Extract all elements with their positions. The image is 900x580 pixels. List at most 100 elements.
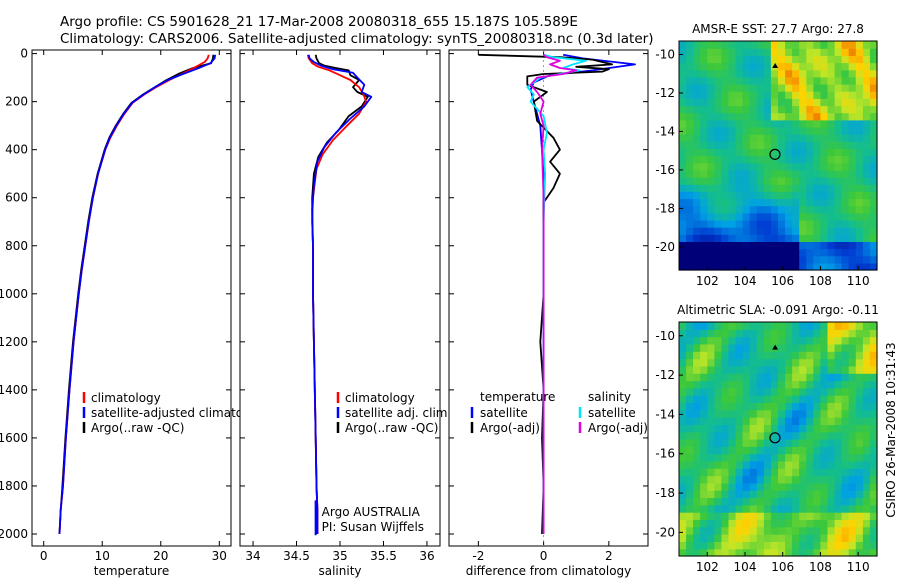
heatmap-cell — [792, 148, 800, 157]
heatmap-cell — [686, 76, 694, 85]
heatmap-cell — [763, 365, 772, 374]
heatmap-cell — [834, 241, 843, 250]
heatmap-cell — [742, 112, 751, 121]
heatmap-cell — [721, 184, 730, 192]
heatmap-cell — [728, 402, 737, 411]
heatmap-cell — [763, 395, 772, 403]
heatmap-cell — [763, 177, 772, 185]
heatmap-cell — [749, 343, 758, 352]
heatmap-cell — [834, 504, 843, 513]
heatmap-cell — [700, 424, 708, 433]
heatmap-cell — [799, 358, 807, 367]
heatmap-cell — [813, 184, 822, 192]
heatmap-cell — [693, 198, 701, 207]
heatmap-cell — [742, 402, 751, 411]
heatmap-cell — [813, 402, 822, 411]
heatmap-cell — [742, 105, 751, 114]
heatmap-cell — [778, 548, 786, 557]
heatmap-cell — [742, 41, 751, 49]
heatmap-cell — [742, 69, 751, 78]
heatmap-cell — [820, 424, 829, 433]
heatmap-cell — [686, 424, 694, 433]
heatmap-cell — [778, 41, 786, 49]
heatmap-cell — [869, 490, 878, 499]
heatmap-cell — [693, 234, 701, 242]
heatmap-cell — [792, 134, 800, 142]
heatmap-cell — [735, 155, 744, 164]
heatmap-cell — [742, 191, 751, 200]
heatmap-cell — [820, 365, 829, 374]
depth-tick-label: 1600 — [0, 431, 28, 445]
heatmap-cell — [848, 395, 857, 403]
heatmap-cell — [792, 83, 800, 92]
heatmap-cell — [820, 351, 829, 360]
heatmap-cell — [749, 141, 758, 149]
heatmap-cell — [785, 380, 793, 389]
heatmap-cell — [679, 112, 687, 121]
heatmap-cell — [721, 424, 730, 433]
heatmap-cell — [813, 177, 822, 185]
heatmap-cell — [756, 475, 765, 484]
heatmap-cell — [735, 62, 744, 71]
heatmap-cell — [742, 198, 751, 207]
heatmap-cell — [714, 548, 723, 557]
heatmap-cell — [862, 248, 871, 257]
heatmap-cell — [841, 497, 850, 506]
heatmap-cell — [813, 541, 822, 550]
heatmap-cell — [778, 227, 786, 235]
heatmap-cell — [792, 409, 800, 418]
heatmap-cell — [749, 41, 758, 49]
heatmap-cell — [820, 241, 829, 250]
heatmap-cell — [728, 141, 737, 149]
heatmap-cell — [841, 526, 850, 535]
heatmap-cell — [686, 358, 694, 367]
heatmap-cell — [679, 119, 687, 128]
heatmap-cell — [834, 402, 843, 411]
heatmap-cell — [806, 177, 814, 185]
heatmap-cell — [785, 169, 793, 178]
heatmap-cell — [700, 504, 708, 513]
heatmap-cell — [799, 155, 807, 164]
heatmap-cell — [862, 417, 871, 425]
heatmap-cell — [700, 112, 708, 121]
heatmap-cell — [707, 248, 715, 257]
heatmap-cell — [742, 134, 751, 142]
heatmap-cell — [862, 177, 871, 185]
heatmap-cell — [714, 212, 723, 221]
salinity-series-line — [307, 54, 373, 534]
heatmap-cell — [813, 424, 822, 433]
heatmap-cell — [778, 490, 786, 499]
heatmap-cell — [785, 83, 793, 92]
heatmap-cell — [728, 83, 737, 92]
heatmap-cell — [862, 446, 871, 455]
heatmap-cell — [785, 365, 793, 374]
heatmap-cell — [735, 351, 744, 360]
heatmap-cell — [693, 475, 701, 484]
heatmap-cell — [806, 365, 814, 374]
heatmap-cell — [707, 541, 715, 550]
heatmap-cell — [820, 83, 829, 92]
heatmap-cell — [721, 373, 730, 382]
heatmap-cell — [841, 198, 850, 207]
heatmap-cell — [686, 519, 694, 528]
heatmap-cell — [693, 541, 701, 550]
heatmap-cell — [770, 358, 779, 367]
heatmap-cell — [841, 184, 850, 192]
heatmap-cell — [806, 69, 814, 78]
heatmap-cell — [686, 119, 694, 128]
heatmap-cell — [813, 205, 822, 214]
heatmap-cell — [834, 460, 843, 469]
heatmap-cell — [855, 424, 864, 433]
heatmap-cell — [820, 234, 829, 242]
heatmap-cell — [763, 329, 772, 338]
heatmap-cell — [799, 212, 807, 221]
heatmap-cell — [785, 262, 793, 271]
heatmap-cell — [813, 112, 822, 121]
heatmap-cell — [820, 526, 829, 535]
heatmap-cell — [827, 255, 836, 264]
heatmap-cell — [742, 541, 751, 550]
heatmap-cell — [756, 91, 765, 99]
heatmap-cell — [799, 41, 807, 49]
heatmap-cell — [742, 91, 751, 99]
heatmap-cell — [770, 234, 779, 242]
